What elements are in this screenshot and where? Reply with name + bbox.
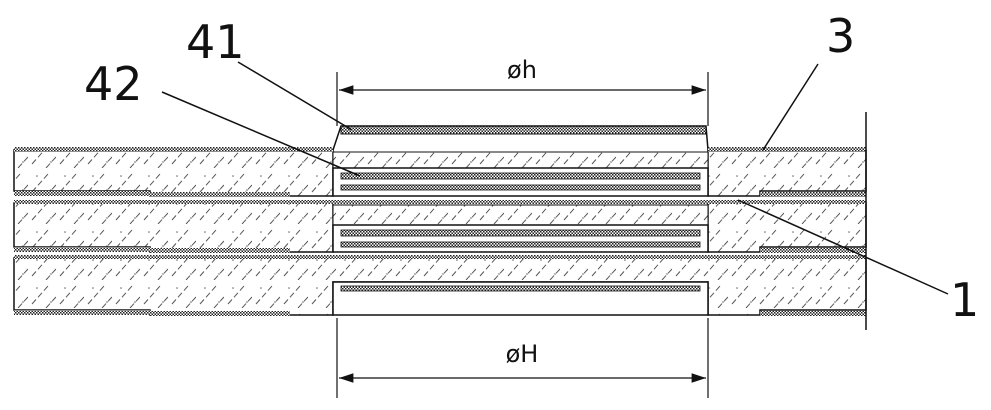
leader-1: 1 (737, 199, 979, 327)
dimension-bottom-label: øH (506, 340, 539, 368)
leader-42: 42 (84, 57, 361, 177)
label-1: 1 (950, 273, 979, 327)
raised-pad-41 (14, 125, 866, 152)
leader-3: 3 (762, 9, 855, 151)
label-3: 3 (826, 9, 855, 63)
label-41: 41 (186, 15, 245, 69)
leader-41: 41 (186, 15, 353, 131)
dimension-top-label: øh (507, 56, 537, 84)
dimension-top: øh (336, 56, 709, 126)
substrate-layer-top (13, 149, 867, 197)
substrate-layer-bottom (13, 255, 867, 316)
dimension-bottom: øH (336, 318, 709, 398)
substrate-layer-middle (13, 200, 867, 253)
label-42: 42 (84, 57, 143, 111)
